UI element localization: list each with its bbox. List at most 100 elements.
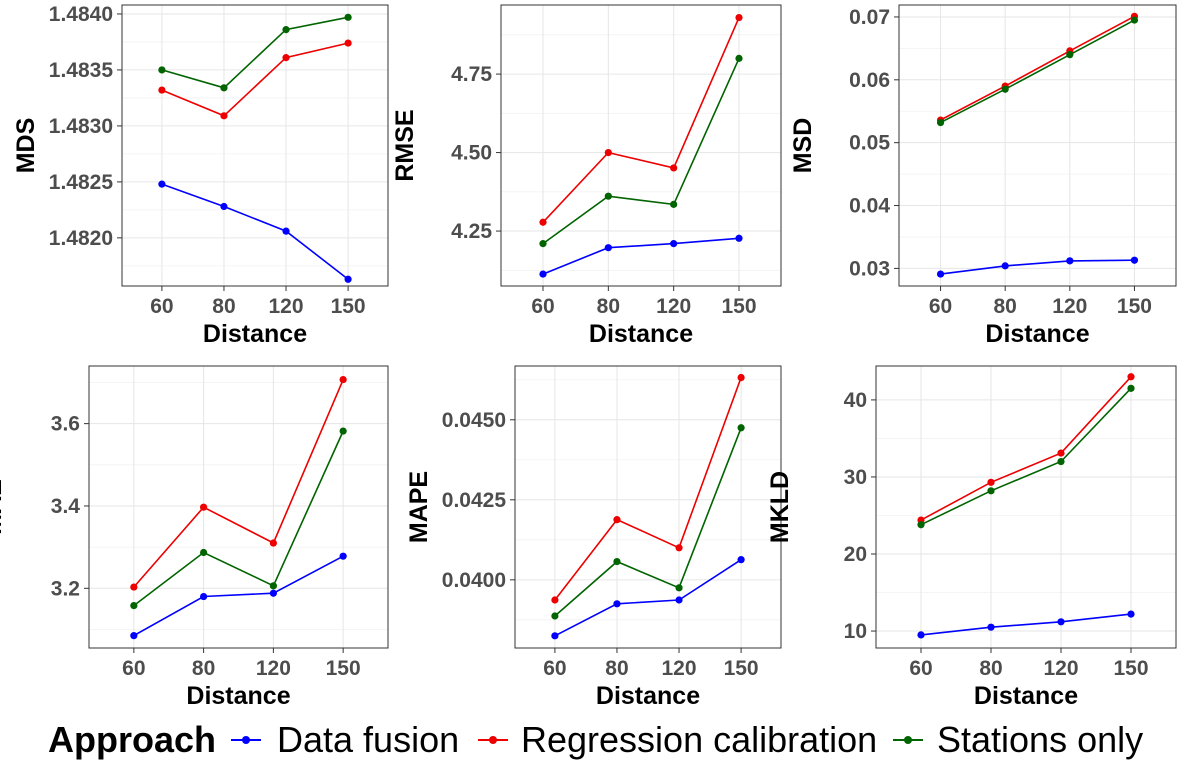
- y-axis-title: MKLD: [766, 471, 794, 543]
- data-point-regression-calibration: [735, 13, 743, 22]
- data-point-stations-only: [1130, 16, 1139, 24]
- series-line-stations-only: [542, 58, 740, 245]
- y-tick-label: 3.6: [51, 413, 80, 436]
- data-point-stations-only: [339, 427, 347, 435]
- data-point-regression-calibration: [675, 544, 683, 552]
- y-tick-label: 1.4830: [49, 115, 113, 138]
- series-data-fusion: [130, 552, 347, 640]
- x-axis-title: Distance: [985, 320, 1089, 348]
- panel-background: [898, 4, 1177, 287]
- panel-border: [88, 365, 389, 649]
- panel-border: [875, 365, 1177, 649]
- series-line-stations-only: [940, 19, 1135, 124]
- series-line-regression-calibration: [161, 42, 349, 117]
- panel-mds: 1.4820 1.4825 1.4830 1.4835 1.4840 60 80 120 150…: [12, 3, 389, 348]
- x-axis-title: Distance: [596, 682, 700, 710]
- series-line-regression-calibration: [542, 17, 740, 223]
- series-data-fusion: [539, 234, 743, 278]
- legend-item-stations-only: Stations only: [893, 719, 1143, 760]
- y-axis-title: MAPE: [405, 471, 433, 543]
- data-point-stations-only: [604, 192, 612, 200]
- panel-mape: 0.0400 0.0425 0.0450 60 80 120 150 Distance MAPE: [405, 365, 782, 710]
- x-tick-label: 80: [979, 657, 1002, 680]
- series-line-data-fusion: [554, 559, 742, 637]
- data-point-regression-calibration: [1127, 373, 1135, 381]
- y-axis-title: MSD: [789, 118, 817, 174]
- data-point-stations-only: [282, 26, 290, 34]
- series-data-fusion: [551, 556, 745, 640]
- data-point-regression-calibration: [1057, 449, 1065, 457]
- data-point-regression-calibration: [670, 164, 678, 172]
- data-point-data-fusion: [269, 589, 277, 597]
- series-stations-only: [539, 54, 743, 248]
- panel-background: [514, 365, 782, 649]
- panel-rmse: 4.25 4.50 4.75 60 80 120 150 Distance RMSE: [391, 4, 782, 348]
- panel-border: [121, 4, 389, 287]
- x-tick-label: 60: [531, 295, 554, 318]
- x-tick-label: 60: [150, 295, 173, 318]
- x-axis-title: Distance: [186, 682, 290, 710]
- series-line-stations-only: [920, 387, 1132, 526]
- x-tick-label: 150: [721, 295, 756, 318]
- legend-title: Approach: [48, 719, 216, 760]
- panel-msd: 0.03 0.04 0.05 0.06 0.07 60 80 120 150 Distance MS…: [789, 4, 1177, 348]
- series-regression-calibration: [158, 39, 352, 120]
- x-tick-label: 80: [597, 295, 620, 318]
- data-point-data-fusion: [917, 631, 925, 639]
- y-tick-label: 30: [844, 466, 867, 489]
- data-point-stations-only: [1001, 85, 1009, 93]
- x-axis-title: Distance: [203, 320, 307, 348]
- x-tick-label: 120: [1043, 657, 1078, 680]
- x-axis-title: Distance: [589, 320, 693, 348]
- data-point-stations-only: [344, 13, 352, 21]
- data-point-stations-only: [987, 487, 995, 495]
- y-tick-label: 0.03: [849, 257, 890, 280]
- y-axis-title: RMSE: [391, 109, 419, 181]
- series-stations-only: [917, 384, 1135, 529]
- x-tick-label: 120: [256, 657, 291, 680]
- data-point-data-fusion: [987, 623, 995, 631]
- data-point-data-fusion: [735, 234, 743, 242]
- data-point-data-fusion: [130, 632, 138, 640]
- data-point-regression-calibration: [551, 596, 559, 604]
- panel-mae: 3.2 3.4 3.6 60 80 120 150 Distance MAE: [0, 365, 389, 710]
- data-point-regression-calibration: [613, 516, 621, 524]
- x-tick-label: 150: [724, 657, 759, 680]
- y-tick-label: 4.50: [451, 142, 492, 165]
- data-point-stations-only: [269, 582, 277, 590]
- x-tick-label: 150: [1113, 657, 1148, 680]
- data-point-stations-only: [220, 84, 228, 92]
- series-regression-calibration: [539, 13, 743, 226]
- data-point-data-fusion: [339, 552, 347, 560]
- data-point-stations-only: [670, 200, 678, 208]
- y-tick-label: 10: [844, 620, 867, 643]
- x-tick-label: 60: [909, 657, 932, 680]
- y-tick-label: 0.06: [849, 69, 890, 92]
- legend-item-regression-calibration: Regression calibration: [478, 719, 877, 760]
- legend-label-data-fusion: Data fusion: [277, 719, 459, 760]
- y-tick-label: 40: [844, 389, 867, 412]
- series-line-data-fusion: [133, 555, 344, 637]
- data-point-regression-calibration: [282, 54, 290, 62]
- data-point-data-fusion: [220, 202, 228, 211]
- y-tick-label: 1.4840: [49, 3, 113, 26]
- data-point-stations-only: [1066, 51, 1074, 59]
- y-tick-label: 3.2: [51, 577, 80, 600]
- x-tick-label: 80: [605, 657, 628, 680]
- panel-border: [514, 365, 782, 649]
- data-point-stations-only: [675, 584, 683, 592]
- data-point-regression-calibration: [344, 39, 352, 47]
- x-tick-label: 80: [192, 657, 215, 680]
- data-point-regression-calibration: [130, 583, 138, 591]
- data-point-regression-calibration: [200, 503, 208, 511]
- data-point-regression-calibration: [220, 112, 228, 120]
- data-point-regression-calibration: [269, 539, 277, 547]
- series-line-data-fusion: [920, 613, 1132, 636]
- series-stations-only: [130, 427, 347, 610]
- x-tick-label: 150: [326, 657, 361, 680]
- panel-mkld: 10 20 30 40 60 80 120 150 Distance MKLD: [766, 365, 1177, 710]
- series-line-stations-only: [161, 16, 349, 89]
- y-tick-label: 1.4835: [49, 59, 114, 82]
- series-line-data-fusion: [542, 237, 740, 275]
